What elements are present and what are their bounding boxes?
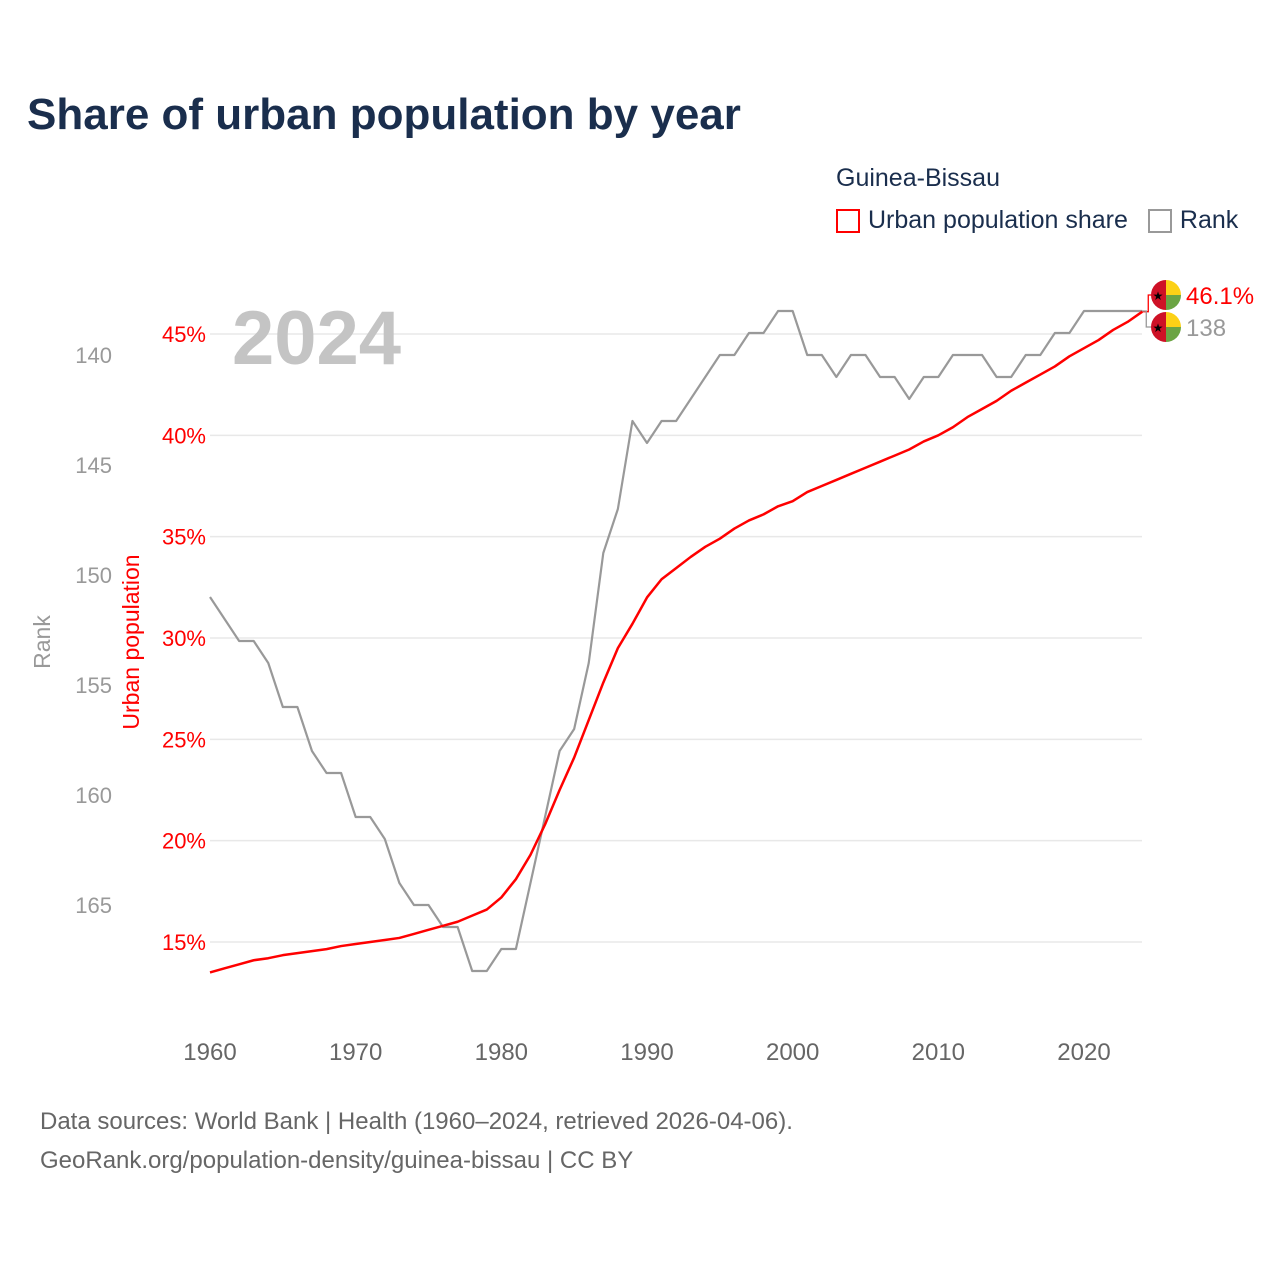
y-rank-tick-label: 140 <box>75 343 112 368</box>
x-tick-label: 2000 <box>766 1039 819 1066</box>
y-left-tick-label: 25% <box>162 727 206 752</box>
chart-title: Share of urban population by year <box>27 90 741 139</box>
y-rank-tick-label: 155 <box>75 673 112 698</box>
y-rank-tick-label: 165 <box>75 893 112 918</box>
y-rank-tick-label: 150 <box>75 563 112 588</box>
x-tick-label: 2010 <box>912 1039 965 1066</box>
legend-item-rank[interactable]: Rank <box>1147 206 1239 235</box>
legend-swatch-urban <box>836 208 860 233</box>
urban-end-label: 46.1% <box>1186 283 1254 310</box>
footer-attribution[interactable]: GeoRank.org/population-density/guinea-bi… <box>40 1147 634 1174</box>
x-tick-label: 1980 <box>475 1039 528 1066</box>
legend: Urban population share Rank <box>836 206 1258 235</box>
rank-series-line <box>209 309 1143 973</box>
x-tick-label: 1990 <box>620 1039 673 1066</box>
flag-icon-red <box>1151 312 1166 342</box>
y-rank-tick-label: 145 <box>75 453 112 478</box>
flag-icon-red <box>1151 280 1166 310</box>
year-watermark: 2024 <box>232 296 401 381</box>
x-tick-label: 2020 <box>1057 1039 1110 1066</box>
rank-end-label: 138 <box>1186 315 1226 342</box>
y-left-tick-label: 15% <box>162 930 206 955</box>
y-left-axis-label: Urban population <box>118 554 144 729</box>
legend-item-urban[interactable]: Urban population share <box>836 206 1128 235</box>
flag-icon-yellow <box>1166 280 1181 295</box>
x-tick-label: 1970 <box>329 1039 382 1066</box>
y-rank-tick-label: 160 <box>75 783 112 808</box>
rank-label-connector <box>1142 310 1155 328</box>
legend-label-rank: Rank <box>1179 206 1239 234</box>
y-left-tick-label: 40% <box>162 423 206 448</box>
flag-icon-green <box>1166 295 1181 310</box>
flag-icon-green <box>1166 327 1181 342</box>
y-left-tick-label: 35% <box>162 525 206 550</box>
urban-series-line <box>209 310 1143 974</box>
flag-star-icon: ★ <box>1153 321 1164 335</box>
legend-swatch-rank <box>1147 208 1172 233</box>
footer-sources: Data sources: World Bank | Health (1960–… <box>40 1108 793 1135</box>
y-left-tick-label: 20% <box>162 829 206 854</box>
flag-icon-yellow <box>1166 312 1181 327</box>
flag-star-icon: ★ <box>1153 289 1164 303</box>
y-left-tick-label: 30% <box>162 626 206 651</box>
legend-title: Guinea-Bissau <box>836 164 1000 192</box>
legend-label-urban: Urban population share <box>868 206 1128 234</box>
x-tick-label: 1960 <box>183 1039 236 1066</box>
y-rank-axis-label: Rank <box>29 615 55 669</box>
y-left-tick-label: 45% <box>162 322 206 347</box>
